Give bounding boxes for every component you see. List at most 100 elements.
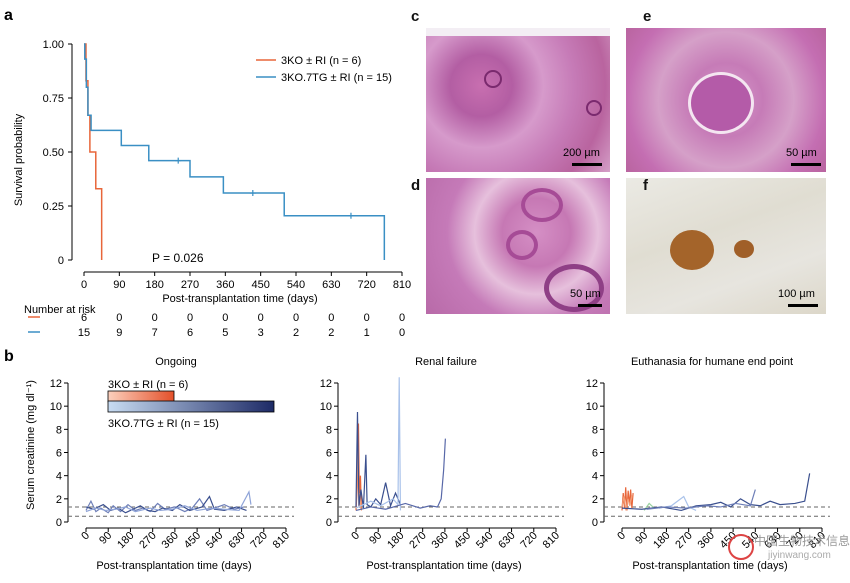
survival-xlabel: Post-transplantation time (days) — [162, 293, 317, 305]
scale-f: 100 µm — [778, 288, 815, 300]
creatinine-charts: b Serum creatinine (mg dl⁻¹) Ongoing 0 2 4 6… — [4, 348, 830, 572]
legend: 3KO ± RI (n = 6) 3KO.7TG ± RI (n = 15) — [256, 55, 392, 84]
risk-count: 3 — [258, 327, 264, 339]
micrograph-d: 50 µm — [426, 178, 610, 314]
legend-3ko: 3KO ± RI (n = 6) — [281, 55, 361, 67]
risk-count: 15 — [78, 327, 90, 339]
y-tick-label: 2 — [326, 494, 332, 506]
x-tick-label: 270 — [181, 279, 199, 291]
y-tick-label: 1.00 — [43, 39, 64, 51]
x-tick-label: 180 — [145, 279, 163, 291]
scale-e: 50 µm — [786, 147, 817, 159]
panel-b-label: b — [4, 348, 14, 365]
x-tick-label: 540 — [474, 530, 495, 551]
scale-bar-e — [791, 163, 821, 166]
risk-count: 6 — [81, 312, 87, 324]
y-tick-label: 0 — [326, 517, 332, 529]
scale-d: 50 µm — [570, 288, 601, 300]
y-tick-label: 0.25 — [43, 201, 64, 213]
y-tick-label: 2 — [56, 494, 62, 506]
survival-chart: a Survival probability 0 0.25 0.50 0.75 1.00… — [4, 7, 411, 339]
x-tick-label: 90 — [113, 279, 125, 291]
creatinine-ylabel: Serum creatinine (mg dl⁻¹) — [25, 380, 37, 510]
watermark-url: jiyinwang.com — [768, 550, 831, 561]
watermark-title: 中国生物技术信息网 — [754, 534, 850, 548]
y-tick-label: 10 — [320, 401, 332, 413]
creatinine-series — [658, 495, 697, 511]
risk-count: 0 — [187, 312, 193, 324]
x-tick-label: 360 — [216, 279, 234, 291]
x-tick-label: 0 — [81, 279, 87, 291]
y-tick-label: 12 — [586, 378, 598, 390]
risk-count: 2 — [328, 327, 334, 339]
x-tick-label: 90 — [97, 530, 114, 547]
subplot-title: Ongoing — [155, 356, 197, 368]
creatinine-series — [355, 411, 401, 509]
x-tick-label: 540 — [287, 279, 305, 291]
risk-title: Number at risk — [24, 304, 96, 316]
risk-count: 0 — [364, 312, 370, 324]
risk-count: 5 — [222, 327, 228, 339]
subplot-xlabel: Post-transplantation time (days) — [632, 560, 787, 572]
creatinine-series — [643, 502, 655, 511]
micrograph-c: 200 µm — [426, 28, 610, 172]
micrograph-e: 50 µm — [626, 28, 826, 172]
x-tick-label: 90 — [633, 530, 650, 547]
panel-f-label: f — [643, 177, 648, 194]
risk-count: 0 — [258, 312, 264, 324]
risk-count: 6 — [187, 327, 193, 339]
x-tick-label: 360 — [430, 530, 451, 551]
y-tick-label: 8 — [592, 424, 598, 436]
risk-count: 0 — [222, 312, 228, 324]
risk-count: 0 — [293, 312, 299, 324]
watermark-logo-icon — [728, 534, 754, 560]
risk-count: 0 — [328, 312, 334, 324]
legend-3ko7tg: 3KO.7TG ± RI (n = 15) — [281, 72, 392, 84]
micrograph-f: 100 µm — [626, 178, 826, 314]
risk-count: 0 — [399, 312, 405, 324]
y-tick-label: 6 — [56, 448, 62, 460]
y-tick-label: 8 — [56, 424, 62, 436]
subplot-xlabel: Post-transplantation time (days) — [366, 560, 521, 572]
y-tick-label: 0.50 — [43, 147, 64, 159]
x-tick-label: 180 — [385, 530, 406, 551]
panel-d-label: d — [411, 177, 421, 194]
x-tick-label: 720 — [248, 530, 269, 551]
y-tick-label: 8 — [326, 424, 332, 436]
x-tick-label: 630 — [226, 530, 247, 551]
watermark: 中国生物技术信息网 jiyinwang.com — [728, 528, 850, 568]
y-tick-label: 6 — [326, 448, 332, 460]
subplot-title: Euthanasia for humane end point — [631, 356, 793, 368]
risk-count: 2 — [293, 327, 299, 339]
y-tick-label: 4 — [56, 471, 62, 483]
y-tick-label: 2 — [592, 494, 598, 506]
scale-c: 200 µm — [563, 147, 600, 159]
creatinine-series — [355, 438, 446, 512]
risk-count: 0 — [116, 312, 122, 324]
y-tick-label: 4 — [592, 471, 598, 483]
scale-bar-f — [788, 304, 818, 307]
subplot-title: Renal failure — [415, 356, 477, 368]
x-tick-label: 450 — [251, 279, 269, 291]
panel-e-label: e — [643, 8, 652, 25]
x-tick-label: 810 — [393, 279, 411, 291]
risk-count: 7 — [152, 327, 158, 339]
risk-count: 0 — [152, 312, 158, 324]
gradient-3ko7tg — [107, 400, 275, 413]
creatinine-series — [355, 377, 402, 511]
y-tick-label: 10 — [586, 401, 598, 413]
x-tick-label: 540 — [204, 530, 225, 551]
x-tick-label: 180 — [115, 530, 136, 551]
y-tick-label: 0 — [58, 255, 64, 267]
x-tick-label: 450 — [182, 530, 203, 551]
survival-line-3ko7tg — [84, 43, 386, 260]
x-tick-label: 360 — [160, 530, 181, 551]
creatinine-series — [85, 490, 252, 513]
y-tick-label: 6 — [592, 448, 598, 460]
p-value: P = 0.026 — [152, 251, 204, 265]
scale-bar-d — [578, 304, 602, 307]
x-tick-label: 810 — [541, 530, 562, 551]
subplot-xlabel: Post-transplantation time (days) — [96, 560, 251, 572]
